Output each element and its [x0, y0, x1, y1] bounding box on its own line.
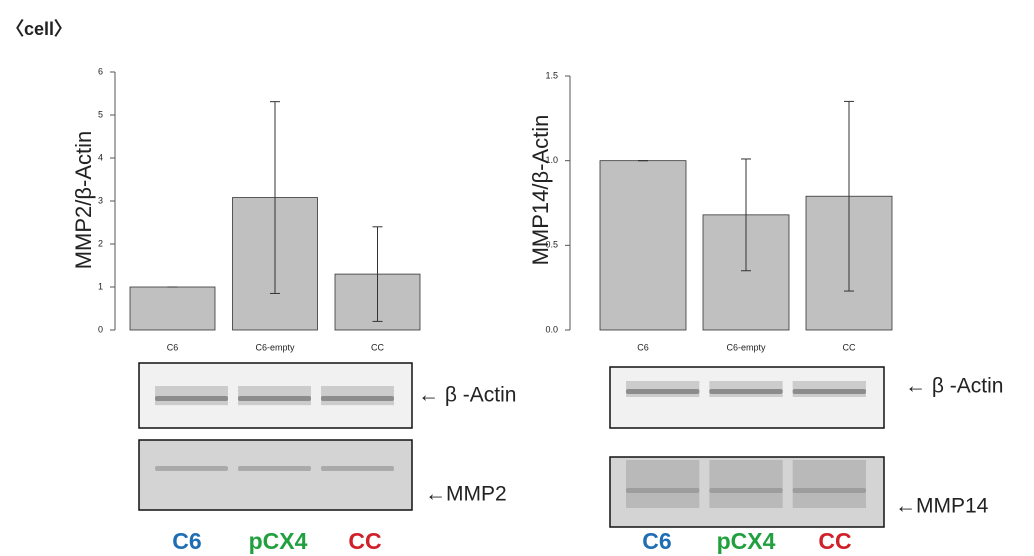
band [793, 460, 866, 508]
y-tick-label: 1 [98, 281, 103, 291]
figure-title: 〈cell〉 [6, 19, 72, 39]
x-tick-label: C6-empty [726, 342, 766, 352]
blot-label: ←MMP14 [895, 495, 989, 518]
band [709, 460, 782, 508]
band [626, 460, 699, 508]
y-tick-label: 1.5 [545, 70, 558, 80]
y-tick-label: 6 [98, 66, 103, 76]
x-tick-label: C6-empty [255, 342, 295, 352]
blot [610, 367, 884, 428]
bar [600, 161, 686, 330]
blot-label: ←MMP2 [425, 483, 507, 506]
band [155, 466, 228, 471]
blot-label: ← β -Actin [418, 384, 516, 407]
y-axis-title: MMP14/β-Actin [528, 115, 553, 266]
lane-label: CC [818, 528, 851, 554]
y-tick-label: 0 [98, 324, 103, 334]
band [793, 381, 866, 397]
y-tick-label: 3 [98, 195, 103, 205]
band [238, 386, 311, 405]
blot-label: ← β -Actin [905, 375, 1003, 398]
y-tick-label: 4 [98, 152, 103, 162]
x-tick-label: CC [843, 342, 856, 352]
band [709, 381, 782, 397]
band [321, 466, 394, 471]
blot [139, 440, 412, 510]
x-tick-label: CC [371, 342, 384, 352]
lane-label: C6 [642, 528, 671, 554]
band [626, 381, 699, 397]
y-tick-label: 0.0 [545, 324, 558, 334]
x-tick-label: C6 [167, 342, 179, 352]
band [321, 386, 394, 405]
y-tick-label: 5 [98, 109, 103, 119]
band [238, 466, 311, 471]
y-axis-title: MMP2/β-Actin [71, 131, 96, 270]
lane-label: C6 [172, 528, 201, 554]
lane-label: pCX4 [717, 528, 776, 554]
figure: 〈cell〉 0 1 2 3 4 5 6 MMP2/β-Actin C6 C6-empty CC 0.… [0, 0, 1034, 556]
bar [130, 287, 215, 330]
lane-label: CC [348, 528, 381, 554]
y-tick-label: 2 [98, 238, 103, 248]
band [155, 386, 228, 405]
lane-label: pCX4 [249, 528, 308, 554]
x-tick-label: C6 [637, 342, 649, 352]
